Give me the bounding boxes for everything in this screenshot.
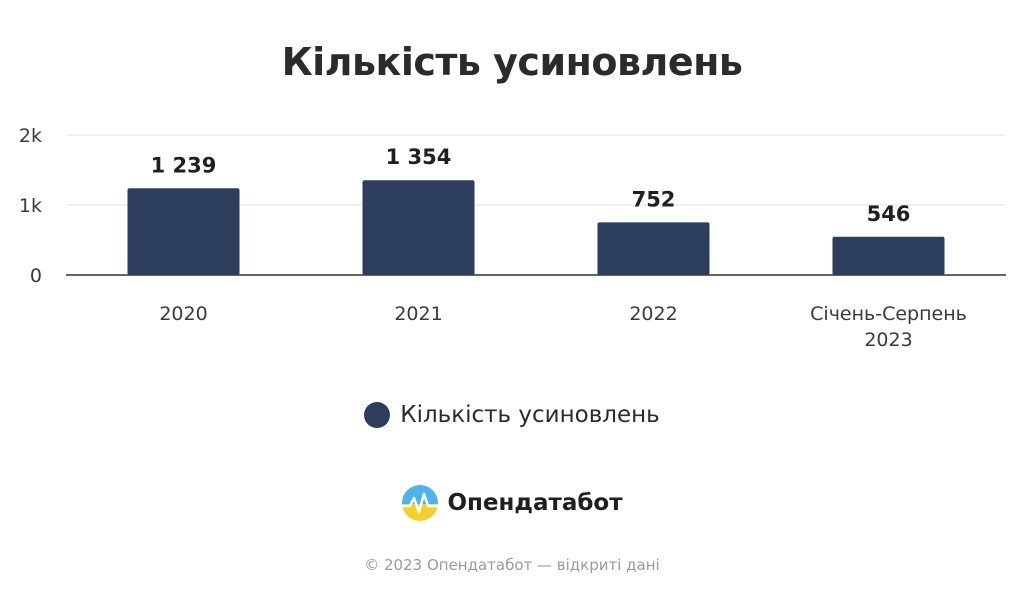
x-tick-label: 2021 <box>394 303 442 325</box>
data-label: 546 <box>867 202 911 226</box>
y-tick-label: 2k <box>19 125 42 147</box>
bar <box>597 222 710 275</box>
x-tick-label: Січень-Серпень <box>810 303 967 325</box>
legend-label: Кількість усиновлень <box>400 402 660 428</box>
logo-icon <box>402 485 439 521</box>
x-tick-label: 2020 <box>159 303 207 325</box>
bar <box>832 236 945 275</box>
y-tick-label: 1k <box>19 195 42 217</box>
logo-text: Опендатабот <box>447 490 623 516</box>
logo: Опендатабот <box>0 484 1024 522</box>
bar <box>362 180 475 275</box>
data-label: 1 354 <box>386 145 452 169</box>
y-tick-label: 0 <box>30 265 42 287</box>
data-label: 1 239 <box>151 153 217 177</box>
bar <box>127 188 240 275</box>
footer-copyright: © 2023 Опендатабот — відкриті дані <box>364 556 660 574</box>
bar-chart: 0 1k 2k 1 239 2020 1 354 2021 752 2022 546 Січень-… <box>19 125 1006 351</box>
legend-swatch <box>364 402 391 428</box>
chart-title: Кількість усиновлень <box>281 40 743 84</box>
data-label: 752 <box>632 187 676 211</box>
legend: Кількість усиновлень <box>0 402 1024 428</box>
x-tick-label: 2022 <box>629 303 677 325</box>
x-tick-label: 2023 <box>864 329 912 351</box>
